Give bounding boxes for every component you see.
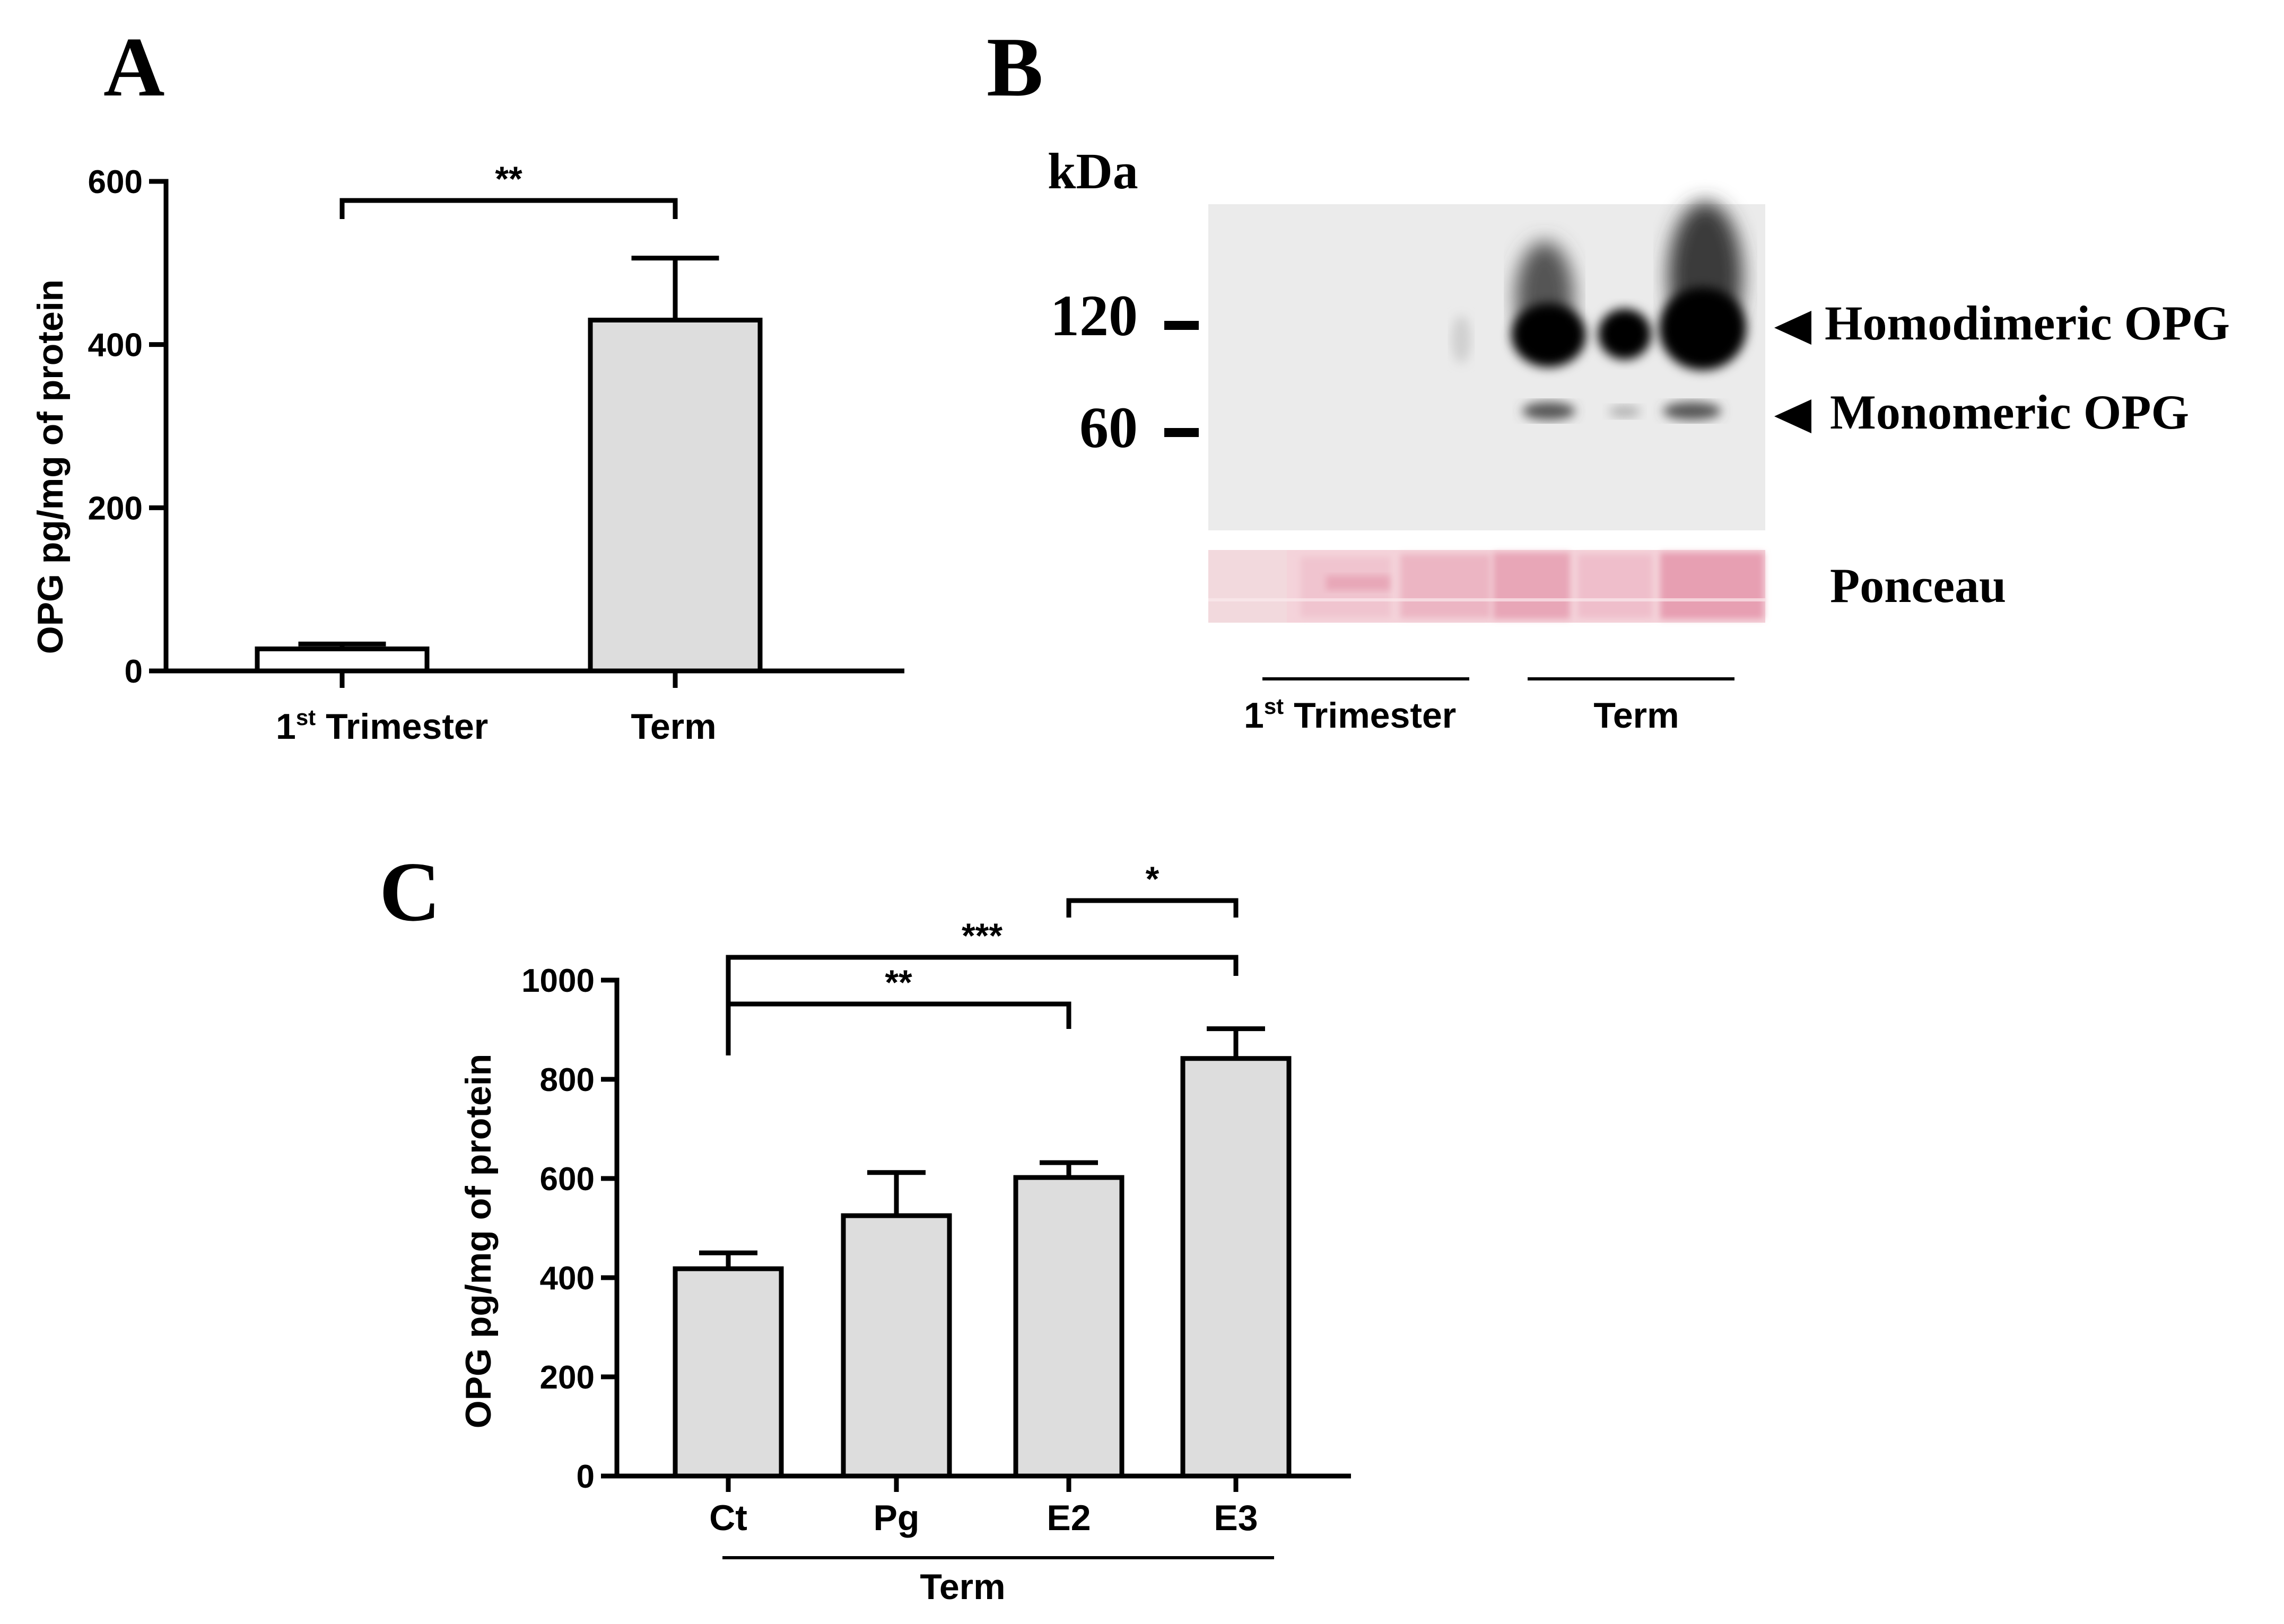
- chart-a: 0 200 400 600 **: [88, 159, 904, 690]
- panel-c-y-tick-label: 200: [540, 1359, 595, 1396]
- panel-c-significance-label: *: [1146, 859, 1160, 898]
- panel-c-y-axis-title: OPG pg/mg of protein: [458, 1054, 499, 1428]
- panel-c-bar: [1180, 1056, 1292, 1479]
- panel-a-significance-bracket: [339, 198, 678, 219]
- western-blot-bands: [1452, 202, 1746, 420]
- panel-c-bar: [673, 1266, 784, 1479]
- marker-label-60: 60: [1079, 395, 1138, 460]
- panel-a-bar: [588, 318, 763, 674]
- panel-c-y-tick-label: 600: [540, 1161, 595, 1198]
- ponceau-lane-2-band: [1326, 575, 1390, 590]
- kda-label: kDa: [1048, 143, 1138, 199]
- panel-a-category-label-0: 1st Trimester: [276, 705, 488, 747]
- panel-a-y-tick-label: 200: [88, 490, 143, 527]
- panel-c-significance-bracket: [726, 1001, 1071, 1055]
- monomeric-label: Monomeric OPG: [1830, 385, 2189, 439]
- panel-c-y-tick-label: 800: [540, 1062, 595, 1098]
- marker-label-120: 120: [1050, 283, 1138, 348]
- group-label-first-trimester: 1st Trimester: [1244, 694, 1456, 736]
- panel-a-y-tick-label: 400: [88, 327, 143, 364]
- panel-a-letter: A: [103, 20, 165, 114]
- group-line-term: [1528, 677, 1734, 680]
- marker-tick-60: [1164, 428, 1199, 437]
- panel-c-significance-bracket: [1066, 898, 1239, 918]
- ponceau-label: Ponceau: [1830, 558, 2006, 613]
- marker-tick-120: [1164, 321, 1199, 330]
- homodimeric-label: Homodimeric OPG: [1825, 296, 2230, 350]
- panel-c-category-label: Ct: [709, 1498, 747, 1538]
- panel-c-bar: [841, 1213, 952, 1479]
- panel-c-y-tick-label: 0: [577, 1459, 595, 1495]
- arrowhead-monomeric-icon: [1774, 399, 1811, 433]
- panel-c-bar: [1013, 1175, 1124, 1479]
- panel-c-category-label: E2: [1047, 1498, 1091, 1538]
- panel-a-significance-label: **: [495, 159, 522, 198]
- panel-c-significance-label: ***: [962, 916, 1002, 955]
- panel-c-significance-label: **: [885, 963, 912, 1002]
- term-group-label: Term: [920, 1567, 1005, 1607]
- ponceau-lane-6: [1660, 553, 1764, 619]
- ponceau-lane-3: [1400, 554, 1490, 618]
- arrowhead-homodimeric-icon: [1774, 311, 1811, 345]
- panel-a-y-axis-title: OPG pg/mg of protein: [30, 280, 71, 654]
- monomer-band-lane5: [1609, 406, 1641, 417]
- panel-a: A 0 200 400 600 ** OPG pg/mg of protein 1st …: [30, 20, 904, 747]
- panel-a-bar: [255, 646, 430, 674]
- term-group-line: [722, 1556, 1274, 1559]
- ponceau-strip: [1208, 550, 1765, 623]
- panel-a-y-tick-label: 0: [125, 653, 143, 690]
- homodimer-band-lane6: [1659, 287, 1746, 370]
- homodimer-band-lane4: [1512, 303, 1586, 367]
- panel-a-y-tick-label: 600: [88, 164, 143, 200]
- group-label-term: Term: [1593, 695, 1679, 736]
- panel-b: B kDa 120 60 Homodimeric OPG Monomeric O…: [987, 20, 2230, 736]
- panel-c-category-label: E3: [1214, 1498, 1258, 1538]
- panel-a-category-label-1: Term: [631, 706, 716, 747]
- panel-c-letter: C: [379, 844, 441, 939]
- monomer-band-lane6: [1663, 402, 1721, 420]
- ponceau-lane-4: [1493, 553, 1570, 619]
- homodimer-band-lane5: [1598, 309, 1651, 360]
- ponceau-lane-1: [1208, 550, 1287, 623]
- group-line-first-trimester: [1262, 677, 1469, 680]
- panel-c-y-tick-label: 1000: [521, 963, 595, 999]
- panel-b-letter: B: [987, 20, 1043, 114]
- ponceau-streak: [1208, 598, 1765, 601]
- panel-c-category-label: Pg: [874, 1498, 920, 1538]
- trace-band: [1452, 316, 1471, 363]
- ponceau-lane-5: [1578, 554, 1652, 618]
- monomer-band-lane4: [1522, 402, 1575, 420]
- panel-c-y-tick-label: 400: [540, 1260, 595, 1297]
